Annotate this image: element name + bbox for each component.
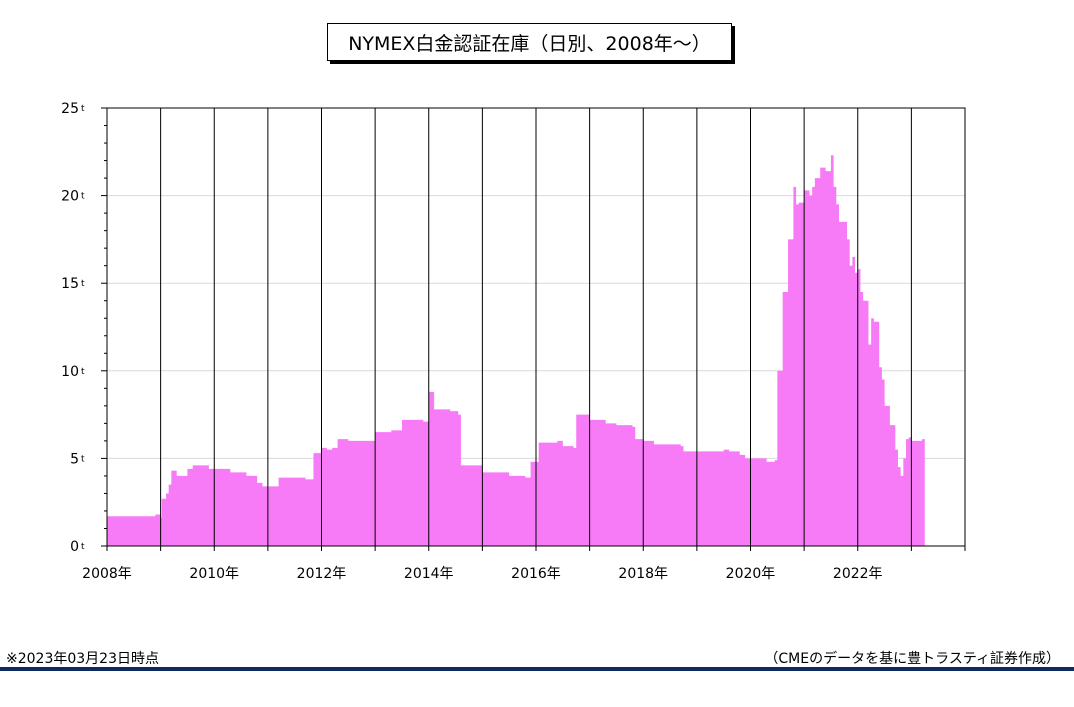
y-tick-unit: t <box>81 104 85 114</box>
x-tick-label: 2014年 <box>404 566 454 582</box>
footer-source: （CMEのデータを基に豊トラスティ証券作成） <box>764 651 1060 667</box>
footer-divider <box>0 667 1074 671</box>
y-tick-label: 20 <box>61 189 79 205</box>
y-tick-label: 5 <box>70 451 79 467</box>
x-tick-label: 2022年 <box>833 566 883 582</box>
x-tick-label: 2010年 <box>189 566 239 582</box>
y-tick-unit: t <box>81 367 85 377</box>
y-tick-label: 10 <box>61 364 79 380</box>
chart-title: NYMEX白金認証在庫（日別、2008年～） <box>327 23 732 61</box>
series-area <box>107 155 925 546</box>
footer-timestamp: ※2023年03月23日時点 <box>6 651 159 667</box>
x-tick-label: 2016年 <box>511 566 561 582</box>
y-tick-label: 25 <box>61 101 79 117</box>
y-tick-unit: t <box>81 192 85 202</box>
x-tick-label: 2012年 <box>297 566 347 582</box>
x-tick-label: 2018年 <box>618 566 668 582</box>
y-tick-unit: t <box>81 454 85 464</box>
y-tick-unit: t <box>81 279 85 289</box>
x-tick-label: 2008年 <box>82 566 132 582</box>
chart-title-text: NYMEX白金認証在庫（日別、2008年～） <box>348 32 711 55</box>
y-tick-unit: t <box>81 542 85 552</box>
y-tick-label: 15 <box>61 276 79 292</box>
y-tick-label: 0 <box>70 539 79 555</box>
x-tick-label: 2020年 <box>726 566 776 582</box>
